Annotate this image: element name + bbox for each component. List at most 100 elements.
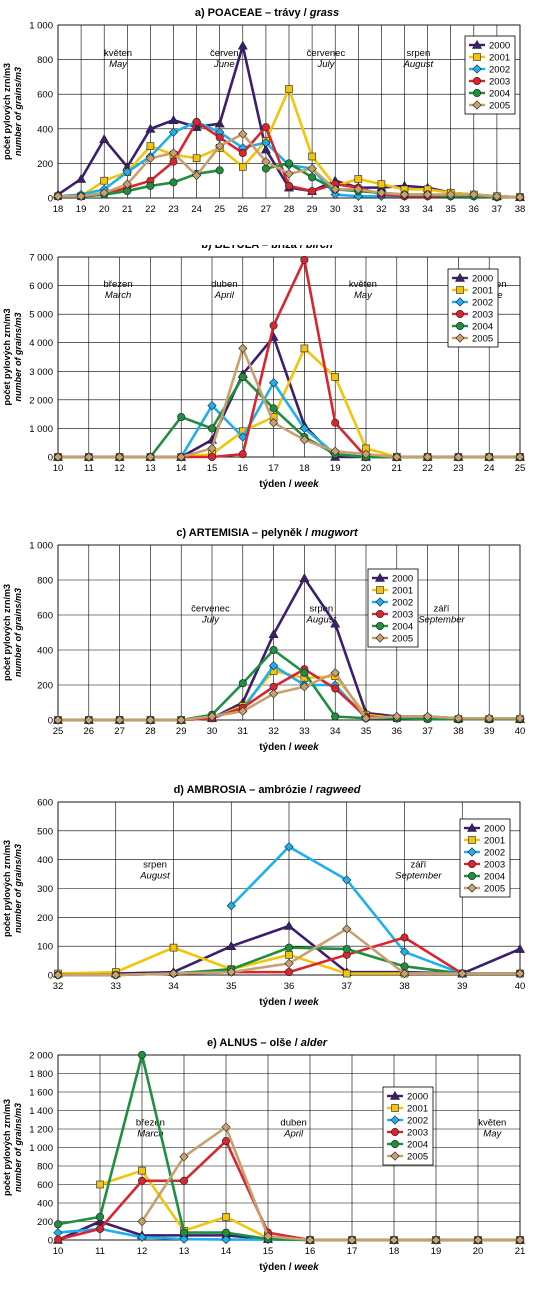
data-point-2005 [238,343,248,354]
data-point-2004 [342,945,351,954]
data-point-2004 [169,178,178,187]
x-tick-label: 33 [399,204,410,215]
x-tick-label: 16 [238,463,249,474]
data-point-2005 [515,192,525,202]
month-label-en: May [483,1128,502,1139]
legend-box [447,268,499,348]
data-point-2000 [330,618,341,628]
legend-marker [389,1090,401,1100]
y-axis-label: počet pylových zrn/m3 [2,1099,12,1196]
data-point-2005 [114,452,125,462]
data-point-2005 [422,189,433,200]
x-tick-label: 15 [207,463,218,474]
x-tick-label: 40 [515,726,526,737]
legend-label: 2001 [392,586,413,597]
data-point-2002 [284,842,294,852]
y-tick-label: 2 000 [29,1051,53,1062]
x-axis-label-italic: week [294,742,319,753]
legend-label: 2002 [489,65,510,76]
legend-marker [472,77,481,86]
data-point-2005 [307,163,317,174]
y-tick-label: 1 000 [29,541,53,552]
legend-marker [472,89,481,98]
data-point-2005 [515,1235,525,1245]
legend-label: 2004 [484,872,505,883]
data-point-2001 [354,175,363,183]
legend-marker [455,333,465,343]
x-tick-label: 23 [168,204,179,215]
x-tick-label: 25 [53,726,64,737]
x-tick-label: 21 [515,1246,526,1257]
legend-marker [391,1104,399,1112]
data-point-2003 [308,187,317,196]
data-point-2001 [300,344,309,353]
data-point-2003 [284,181,293,190]
data-point-2001 [308,152,316,161]
x-axis-label: týden / week [259,479,319,490]
x-tick-label: 32 [53,981,64,992]
data-point-2001 [239,163,247,171]
y-tick-label: 600 [37,611,53,622]
data-point-2002 [179,1234,189,1244]
data-point-2000 [168,115,179,124]
data-point-2004 [146,181,155,190]
data-point-2005 [361,449,371,459]
series-line-2005 [58,347,520,459]
y-tick-label: 500 [37,826,53,837]
y-axis-label-en: number of grains/m3 [13,1103,23,1192]
month-label-cz: září [434,604,450,615]
data-point-2005 [168,968,179,979]
y-tick-label: 1 400 [29,1106,53,1117]
data-point-2000 [514,943,526,953]
data-point-2003 [138,1176,147,1185]
data-point-2000 [145,123,156,133]
y-tick-label: 600 [37,90,53,101]
x-tick-label: 31 [238,726,249,737]
y-tick-label: 400 [37,124,53,135]
month-label-cz: květen [104,48,132,59]
data-point-2002 [268,661,279,671]
data-point-2004 [284,943,293,952]
y-tick-label: 200 [37,159,53,170]
month-label-en: April [283,1128,304,1139]
y-tick-label: 1 000 [29,1143,53,1154]
data-point-2004 [308,173,317,182]
data-point-2001 [169,943,178,952]
data-point-2000 [76,173,87,183]
data-point-2005 [191,170,202,181]
data-point-2002 [137,1232,147,1242]
data-point-2003 [261,123,270,132]
data-point-2005 [453,713,464,723]
x-tick-label: 39 [457,981,468,992]
x-tick-label: 10 [53,463,64,474]
month-label-en: August [403,59,434,70]
x-axis-label-main: týden / [259,742,294,753]
chart-title-main: d) AMBROSIA – ambrózie / [174,784,316,796]
legend-box [382,1086,434,1166]
data-point-2005 [453,452,464,462]
legend-label: 2001 [489,53,510,64]
series-line-2005 [58,671,520,722]
chart-title: b) BETULA – bříza / birch [201,245,333,251]
legend-label: 2005 [484,884,505,895]
legend-marker [466,822,478,832]
x-tick-label: 38 [515,204,526,215]
data-point-2001 [342,969,351,978]
x-tick-label: 40 [515,981,526,992]
data-point-2005 [399,189,410,200]
y-tick-label: 0 [48,971,53,982]
legend-label: 2003 [472,310,493,321]
data-point-2005 [422,711,433,722]
data-point-2004 [222,1228,231,1237]
month-label-cz: červenec [307,48,346,59]
x-tick-label: 26 [84,726,95,737]
x-tick-label: 27 [114,726,125,737]
legend-marker [455,297,465,307]
x-tick-label: 37 [492,204,503,215]
chart-title: d) AMBROSIA – ambrózie / ragweed [174,784,361,796]
data-point-2003 [331,684,340,693]
data-point-2002 [122,167,132,177]
x-tick-label: 32 [376,204,387,215]
data-point-2002 [168,127,179,137]
